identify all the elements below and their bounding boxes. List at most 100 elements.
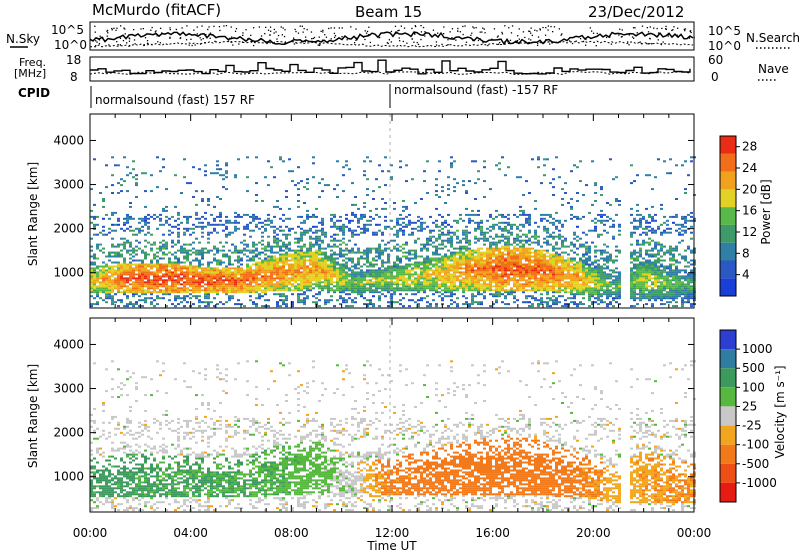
power-cell — [126, 281, 129, 284]
power-cell — [564, 192, 567, 194]
power-cell — [171, 277, 174, 280]
power-cell — [159, 279, 162, 282]
power-cell — [468, 255, 471, 258]
power-cell — [372, 305, 375, 308]
noise-dot — [102, 37, 104, 39]
power-cell — [579, 217, 582, 220]
power-cell — [480, 271, 483, 274]
power-cell — [486, 247, 489, 250]
power-cell — [210, 172, 213, 175]
power-cell — [279, 271, 282, 274]
power-cell — [405, 267, 408, 270]
power-cell — [141, 172, 144, 175]
power-cell — [405, 180, 408, 183]
power-cell — [318, 243, 321, 246]
noise-dot — [269, 34, 271, 36]
power-cell — [399, 227, 402, 230]
power-cell — [339, 263, 342, 266]
power-cell — [303, 271, 306, 274]
power-cell — [462, 261, 465, 264]
power-cell — [276, 271, 279, 274]
power-cell — [471, 263, 474, 266]
power-cell — [312, 271, 315, 274]
power-cell — [147, 253, 150, 256]
noise-dot — [683, 28, 685, 30]
power-cell — [567, 287, 570, 290]
power-cell — [516, 287, 519, 290]
power-cell — [291, 259, 294, 262]
power-cell — [540, 219, 543, 222]
power-cell — [330, 257, 333, 260]
power-cell — [492, 267, 495, 270]
power-cell — [333, 263, 336, 266]
power-cell — [249, 271, 252, 274]
power-cell — [375, 271, 378, 274]
power-cell — [246, 190, 249, 193]
power-cell — [537, 273, 540, 276]
power-cell — [93, 281, 96, 284]
power-cell — [498, 213, 501, 216]
power-cell — [399, 166, 402, 169]
power-cell — [489, 267, 492, 270]
power-cell — [477, 247, 480, 250]
power-cell — [216, 223, 219, 226]
power-cell — [399, 229, 402, 232]
power-cell — [582, 231, 585, 234]
power-cell — [348, 281, 351, 284]
power-cell — [177, 239, 180, 242]
noise-dot — [131, 34, 133, 36]
power-cell — [525, 249, 528, 252]
power-cell — [339, 273, 342, 276]
noise-dot — [517, 35, 519, 37]
power-cell — [237, 213, 240, 216]
power-cell — [546, 255, 549, 258]
noise-dot — [592, 32, 595, 34]
power-cell — [489, 281, 492, 284]
power-cell — [357, 219, 360, 222]
power-cell — [570, 275, 573, 278]
noise-dot — [560, 34, 562, 36]
power-cell — [258, 265, 261, 268]
power-cell — [318, 247, 321, 250]
power-cell — [210, 277, 213, 280]
power-cell — [477, 291, 480, 294]
power-cell — [300, 281, 303, 284]
power-cell — [492, 289, 495, 292]
noise-scatter — [94, 25, 695, 47]
power-cell — [519, 245, 522, 248]
power-cell — [561, 273, 564, 276]
power-cell — [393, 283, 396, 286]
power-cell — [534, 207, 537, 210]
power-cell — [393, 245, 396, 248]
power-cell — [246, 227, 249, 230]
power-cell — [105, 265, 108, 268]
power-cell — [498, 269, 501, 272]
power-cell — [546, 251, 549, 254]
power-cell — [291, 303, 294, 306]
power-cell — [507, 231, 510, 234]
power-cell — [315, 277, 318, 280]
power-cell — [150, 271, 153, 274]
power-cell — [486, 263, 489, 266]
power-cell — [252, 217, 255, 220]
power-cell — [237, 283, 240, 286]
power-cell — [438, 257, 441, 260]
power-cell — [198, 217, 201, 220]
power-cell — [213, 223, 216, 226]
power-cell — [276, 277, 279, 280]
power-cell — [366, 247, 369, 250]
power-cell — [477, 239, 480, 242]
power-cell — [324, 257, 327, 260]
noise-dot — [550, 25, 552, 28]
power-cell — [270, 245, 273, 248]
power-cell — [438, 259, 441, 262]
power-cell — [177, 261, 180, 264]
power-cell — [552, 277, 555, 280]
power-cell — [342, 174, 345, 177]
power-cell — [183, 283, 186, 286]
power-cell — [525, 247, 528, 250]
power-cell — [165, 273, 168, 276]
power-cell — [324, 273, 327, 276]
power-cell — [441, 265, 444, 268]
power-cell — [120, 271, 123, 274]
